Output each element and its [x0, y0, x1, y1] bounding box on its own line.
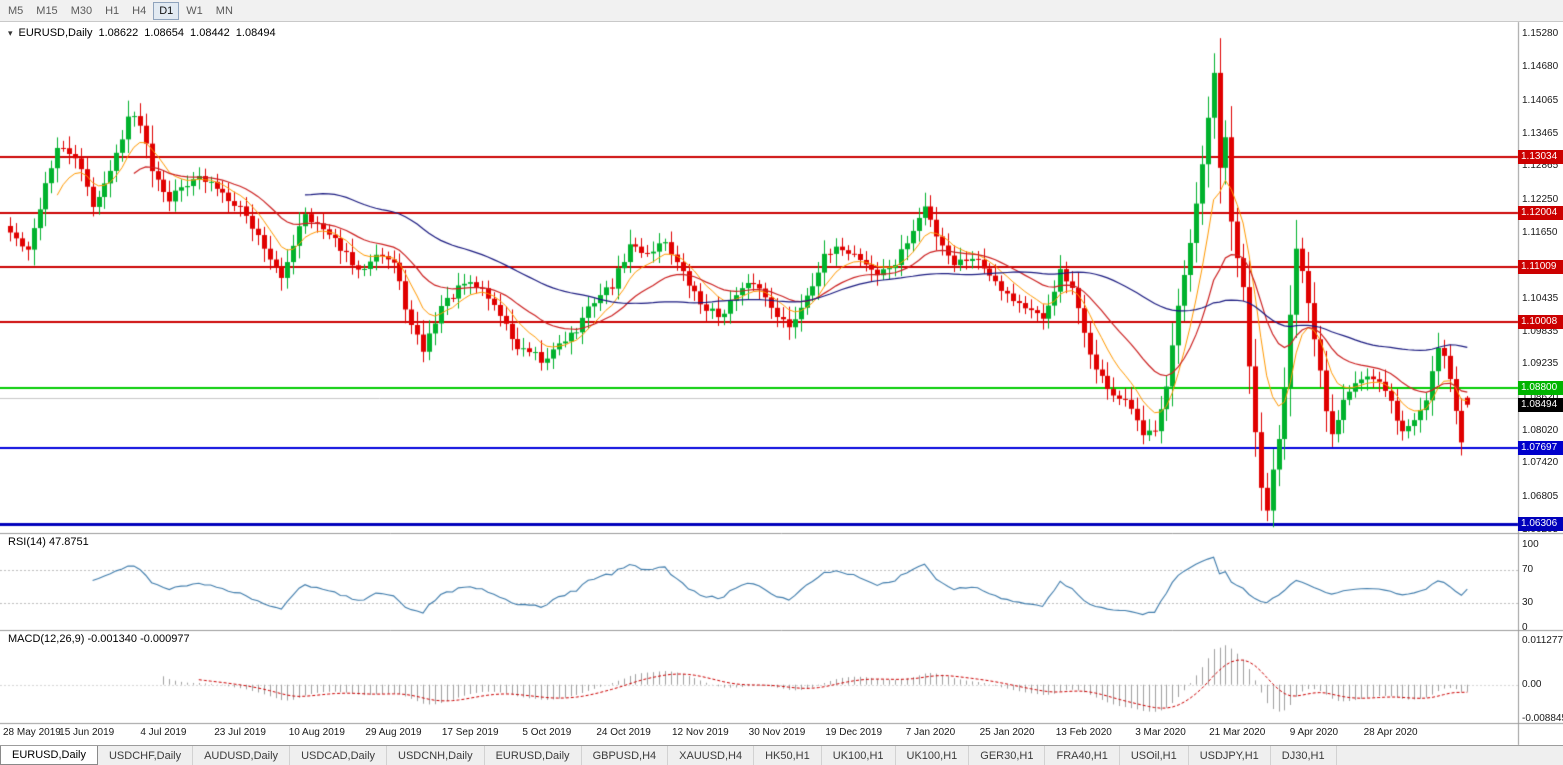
chart-tabs-bar: EURUSD,Daily USDCHF,Daily AUDUSD,Daily USDC…	[0, 745, 1563, 765]
price-axis-label: 1.08020	[1522, 424, 1559, 436]
price-axis-label: 1.15280	[1522, 28, 1559, 40]
date-axis-label: 15 Jun 2019	[59, 727, 115, 738]
date-axis-label: 28 May 2019	[3, 727, 61, 738]
timeframe-button-mn[interactable]: MN	[215, 4, 233, 17]
price-axis-label: 1.09835	[1522, 325, 1559, 337]
level-price-badge: 1.10008	[1518, 315, 1563, 330]
date-axis-label: 4 Jul 2019	[140, 727, 187, 738]
date-axis-label: 17 Sep 2019	[441, 727, 499, 738]
date-axis-label: 3 Mar 2020	[1135, 727, 1186, 738]
date-axis-label: 23 Jul 2019	[214, 727, 266, 738]
chart-tab-uk100-h1[interactable]: UK100,H1	[822, 746, 896, 765]
chart-tab-fra40-h1[interactable]: FRA40,H1	[1045, 746, 1120, 765]
level-price-badge: 1.06306	[1518, 517, 1563, 532]
level-price-badge: 1.11009	[1518, 260, 1563, 275]
timeframe-button-d1[interactable]: D1	[153, 1, 180, 20]
price-axis-label: 1.08620	[1522, 392, 1558, 403]
macd-axis-label: 0.011277	[1522, 635, 1563, 646]
current-price-badge: 1.08494	[1518, 397, 1563, 412]
date-axis-label: 29 Aug 2019	[365, 727, 422, 738]
rsi-axis-label: 0	[1522, 622, 1528, 633]
chart-tab-usdjpy-h1[interactable]: USDJPY,H1	[1189, 746, 1271, 765]
chart-tab-eurusd-daily[interactable]: EURUSD,Daily	[485, 746, 582, 765]
chart-tab-xauusd-h4[interactable]: XAUUSD,H4	[668, 746, 755, 765]
quote-open: 1.08622	[98, 27, 139, 39]
price-axis-label: 1.14065	[1522, 94, 1559, 106]
date-axis-label: 30 Nov 2019	[748, 727, 806, 738]
price-axis-label: 1.13465	[1522, 127, 1559, 139]
price-axis-label: 1.07420	[1522, 457, 1559, 469]
chart-tab-uk100-h1[interactable]: UK100,H1	[896, 746, 970, 765]
price-axis-label: 1.12250	[1522, 193, 1559, 205]
price-axis-label: 1.14680	[1522, 61, 1559, 73]
chart-tab-dj30-h1[interactable]: DJ30,H1	[1271, 746, 1337, 765]
timeframe-button-w1[interactable]: W1	[186, 4, 203, 17]
price-axis-label: 1.06805	[1522, 490, 1559, 502]
quote-close: 1.08494	[235, 27, 276, 39]
rsi-indicator-label: RSI(14) 47.8751	[8, 536, 89, 548]
date-axis-label: 13 Feb 2020	[1055, 727, 1112, 738]
rsi-axis-label: 30	[1522, 597, 1534, 609]
timeframe-toolbar: M5 M15 M30 H1 H4 D1 W1 MN	[0, 0, 1563, 22]
chart-quote-line: ▾ EURUSD,Daily 1.08622 1.08654 1.08442 1…	[8, 27, 282, 39]
symbol-label: EURUSD,Daily	[18, 27, 93, 39]
level-price-badge: 1.08800	[1518, 380, 1563, 395]
chart-tab-usoil-h1[interactable]: USOil,H1	[1120, 746, 1189, 765]
date-axis-label: 19 Dec 2019	[825, 727, 883, 738]
timeframe-button-h1[interactable]: H1	[105, 4, 120, 17]
level-price-badge: 1.13034	[1518, 150, 1563, 165]
chart-tab-gbpusd-h4[interactable]: GBPUSD,H4	[582, 746, 669, 765]
date-axis-label: 12 Nov 2019	[671, 727, 729, 738]
rsi-axis-label: 70	[1522, 563, 1534, 575]
chart-tab-usdcnh-daily[interactable]: USDCNH,Daily	[387, 746, 485, 765]
price-axis-label: 1.09235	[1522, 358, 1559, 370]
chart-tab-audusd-daily[interactable]: AUDUSD,Daily	[193, 746, 291, 765]
collapse-arrow-icon[interactable]: ▾	[8, 27, 13, 38]
timeframe-button-m15[interactable]: M15	[36, 4, 58, 17]
price-axis-label: 1.11650	[1522, 226, 1558, 238]
date-axis-label: 7 Jan 2020	[905, 727, 956, 738]
chart-tab-ger30-h1[interactable]: GER30,H1	[969, 746, 1046, 765]
date-axis-label: 24 Oct 2019	[596, 727, 651, 738]
date-axis-label: 28 Apr 2020	[1363, 727, 1418, 738]
quote-low: 1.08442	[190, 27, 230, 39]
date-axis-label: 10 Aug 2019	[288, 727, 345, 738]
date-axis-label: 5 Oct 2019	[522, 727, 572, 738]
price-axis-label: 1.12865	[1522, 160, 1559, 172]
price-axis-label: 1.10435	[1522, 292, 1559, 304]
level-price-badge: 1.12004	[1518, 206, 1563, 221]
chart-tab-hk50-h1[interactable]: HK50,H1	[754, 746, 822, 765]
timeframe-button-m5[interactable]: M5	[8, 4, 24, 17]
level-price-badge: 1.07697	[1518, 441, 1563, 456]
timeframe-button-h4[interactable]: H4	[132, 4, 147, 17]
macd-axis-label: 0.00	[1522, 678, 1542, 690]
quote-high: 1.08654	[144, 27, 185, 39]
macd-axis-label: -0.008845	[1522, 713, 1563, 724]
chart-tab-usdchf-daily[interactable]: USDCHF,Daily	[98, 746, 194, 765]
date-axis-label: 9 Apr 2020	[1289, 727, 1339, 738]
timeframe-button-m30[interactable]: M30	[70, 4, 93, 17]
date-axis-label: 21 Mar 2020	[1209, 727, 1266, 738]
chart-tab-usdcad-daily[interactable]: USDCAD,Daily	[290, 746, 388, 765]
date-axis-label: 25 Jan 2020	[979, 727, 1035, 738]
macd-indicator-label: MACD(12,26,9) -0.001340 -0.000977	[8, 633, 190, 645]
rsi-axis-label: 100	[1522, 539, 1539, 550]
chart-tab-eurusd-daily[interactable]: EURUSD,Daily	[0, 746, 98, 765]
